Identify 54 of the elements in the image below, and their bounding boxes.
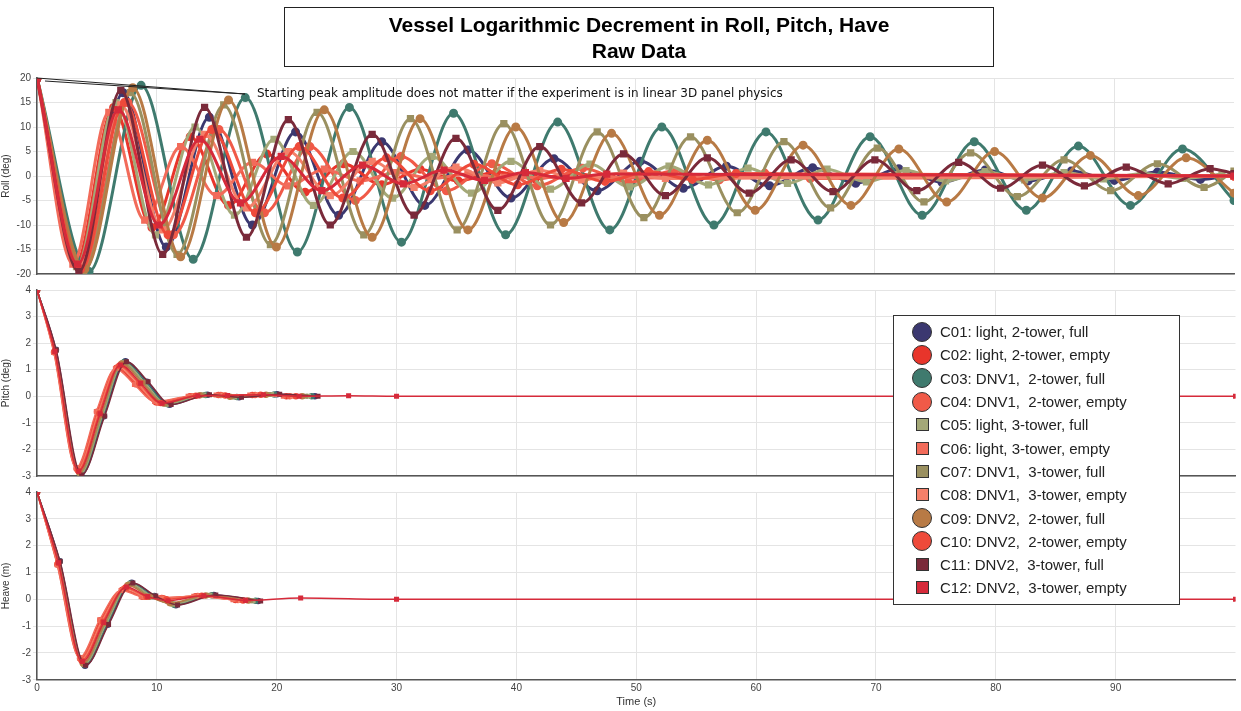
x-tick-label: 30 [390, 681, 403, 693]
y-tick-label: 1 [25, 566, 32, 578]
y-axis-title: Roll (deg) [0, 154, 11, 198]
x-tick-label: 80 [990, 681, 1002, 693]
annotation: Starting peak amplitude does not matter if the experiment is in linear 3D panel physics [257, 86, 783, 101]
y-tick-label: 0 [25, 169, 32, 181]
y-tick-label: 4 [25, 283, 32, 295]
y-tick-label: 5 [25, 145, 32, 157]
y-tick-label: 0 [25, 390, 32, 402]
y-tick-label: -2 [22, 443, 32, 455]
x-tick-label: 40 [510, 681, 523, 693]
chart-title: Vessel Logarithmic Decrement in Roll, Pitch, Have [387, 12, 891, 38]
x-tick-label: 70 [870, 681, 882, 693]
y-tick-label: 2 [25, 336, 32, 348]
y-tick-label: -20 [16, 267, 32, 279]
legend-label: C05: light, 3-tower, full [940, 416, 1089, 434]
legend-label: C03: DNV1, 2-tower, full [940, 369, 1106, 387]
y-tick-label: -1 [22, 619, 32, 631]
y-tick-label: 10 [19, 120, 32, 132]
x-tick-label: 0 [34, 681, 41, 693]
x-axis-title: Time (s) [616, 695, 657, 708]
legend-label: C02: light, 2-tower, empty [940, 346, 1111, 364]
y-tick-label: -15 [16, 243, 32, 255]
y-tick-label: 3 [25, 512, 32, 524]
legend-label: C10: DNV2, 2-tower, empty [940, 532, 1127, 550]
x-tick-label: 60 [750, 681, 763, 693]
legend-label: C07: DNV1, 3-tower, full [940, 462, 1106, 480]
y-axis-title: Pitch (deg) [0, 358, 11, 408]
y-tick-label: 1 [25, 363, 32, 375]
y-tick-label: -1 [22, 416, 32, 428]
legend-label: C08: DNV1, 3-tower, empty [940, 486, 1127, 504]
x-tick-label: 50 [630, 681, 643, 693]
y-tick-label: 3 [25, 310, 32, 322]
y-tick-label: 15 [19, 96, 32, 108]
legend-label: C11: DNV2, 3-tower, full [940, 556, 1104, 574]
legend-label: C12: DNV2, 3-tower, empty [940, 579, 1127, 597]
y-tick-label: -3 [22, 469, 32, 481]
legend-label: C04: DNV1, 2-tower, empty [940, 393, 1127, 411]
x-tick-label: 20 [271, 681, 283, 693]
y-tick-label: 20 [19, 71, 32, 83]
y-tick-label: -5 [22, 194, 32, 206]
legend-label: C01: light, 2-tower, full [940, 323, 1089, 341]
y-axis-title: Heave (m) [0, 562, 11, 610]
y-tick-label: 2 [25, 539, 32, 551]
legend-label: C06: light, 3-tower, empty [940, 439, 1111, 457]
y-tick-label: -2 [22, 646, 32, 658]
legend-label: C09: DNV2, 2-tower, full [940, 509, 1106, 527]
x-tick-label: 90 [1110, 681, 1122, 693]
y-tick-label: -3 [22, 673, 32, 685]
x-tick-label: 10 [151, 681, 163, 693]
chart-subtitle: Raw Data [590, 38, 688, 64]
y-tick-label: 0 [25, 593, 32, 605]
y-tick-label: 4 [25, 485, 32, 497]
y-tick-label: -10 [16, 218, 32, 230]
